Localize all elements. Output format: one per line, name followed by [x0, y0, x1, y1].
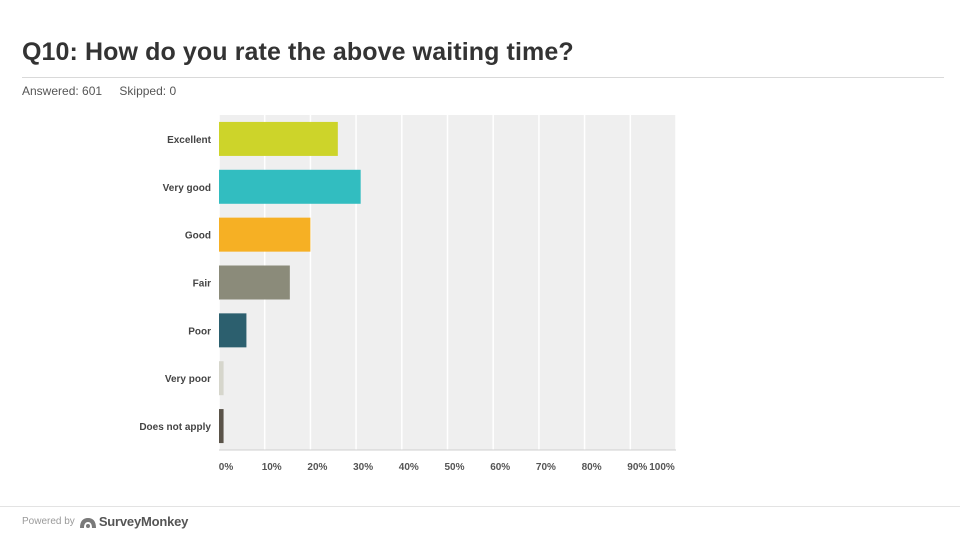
- bar-excellent: [219, 121, 338, 156]
- bar-good: [219, 217, 311, 252]
- x-tick-label: 20%: [307, 462, 327, 473]
- bar-very-good: [219, 169, 361, 204]
- bar-does-not-apply: [219, 409, 224, 444]
- x-tick-label: 90%: [627, 462, 647, 473]
- powered-by-label: Powered by: [22, 516, 75, 527]
- bars: [219, 121, 361, 444]
- x-tick-labels: 0% 10% 20% 30% 40% 50% 60% 70% 80% 90% 100%: [219, 462, 675, 473]
- x-tick-label: 80%: [582, 462, 602, 473]
- page-title: Q10: How do you rate the above waiting t…: [22, 38, 574, 66]
- x-tick-label: 0%: [219, 462, 234, 473]
- category-label: Fair: [193, 279, 211, 290]
- surveymonkey-logo-icon: [79, 516, 97, 528]
- category-label: Excellent: [167, 135, 212, 146]
- skipped-count: Skipped: 0: [119, 84, 177, 98]
- x-tick-label: 10%: [262, 462, 282, 473]
- brand-name: SurveyMonkey: [98, 514, 189, 529]
- x-tick-label: 40%: [399, 462, 419, 473]
- bar-fair: [219, 265, 290, 300]
- footer: Powered by SurveyMonkey: [22, 514, 188, 529]
- x-tick-label: 70%: [536, 462, 556, 473]
- x-tick-label: 100%: [649, 462, 675, 473]
- response-stats: Answered: 601 Skipped: 0: [22, 84, 190, 98]
- category-labels: Excellent Very good Good Fair Poor Very poor D…: [139, 135, 211, 433]
- x-tick-label: 30%: [353, 462, 373, 473]
- category-label: Good: [185, 231, 211, 242]
- category-label: Poor: [188, 326, 211, 337]
- answered-count: Answered: 601: [22, 84, 103, 98]
- category-label: Very poor: [165, 374, 211, 385]
- x-tick-label: 50%: [444, 462, 464, 473]
- footer-divider: [0, 506, 960, 507]
- x-tick-label: 60%: [490, 462, 510, 473]
- bar-poor: [219, 313, 247, 348]
- title-divider: [22, 77, 944, 78]
- bar-very-poor: [219, 361, 224, 396]
- category-label: Very good: [163, 183, 211, 194]
- category-label: Does not apply: [139, 422, 211, 433]
